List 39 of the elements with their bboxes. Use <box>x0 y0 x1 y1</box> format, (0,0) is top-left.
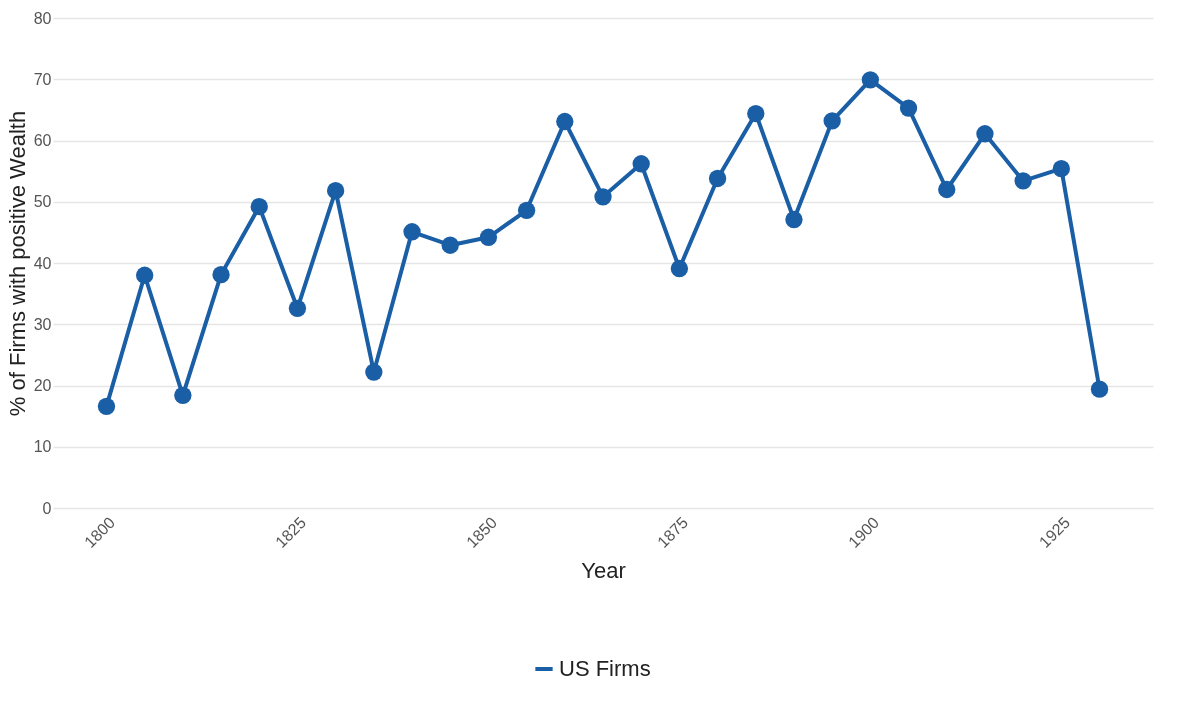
point <box>1090 380 1109 398</box>
point <box>441 236 459 254</box>
y-axis-title: % of Firms with positive Wealth <box>4 110 30 417</box>
point <box>212 265 230 284</box>
y-tick-label: 60 <box>33 132 52 149</box>
point <box>861 71 880 89</box>
point <box>97 397 116 415</box>
y-tick-label: 10 <box>33 438 52 456</box>
point <box>479 228 498 246</box>
point <box>670 259 689 278</box>
y-tick-label: 70 <box>33 70 52 88</box>
point <box>250 198 268 216</box>
point <box>708 169 727 188</box>
point <box>136 266 154 284</box>
point <box>517 201 536 219</box>
y-tick-label: 40 <box>33 254 52 272</box>
point <box>899 99 918 117</box>
point <box>326 182 345 200</box>
point <box>938 180 956 199</box>
point <box>365 363 383 381</box>
point <box>1052 160 1070 178</box>
point <box>823 112 841 130</box>
y-tick-label: 0 <box>42 499 52 517</box>
point <box>785 210 803 229</box>
x-axis-title: Year <box>581 557 626 583</box>
point <box>403 223 421 241</box>
y-tick-label: 30 <box>33 315 52 333</box>
point <box>632 155 650 173</box>
point <box>174 386 192 404</box>
point <box>556 112 574 131</box>
legend-label: US Firms <box>559 656 651 681</box>
y-tick-label: 20 <box>33 377 52 394</box>
point <box>747 104 765 123</box>
y-tick-label: 80 <box>33 9 52 27</box>
point <box>1014 172 1032 190</box>
point <box>288 299 307 317</box>
point <box>594 188 612 206</box>
point <box>976 125 994 143</box>
y-tick-label: 50 <box>33 193 52 211</box>
